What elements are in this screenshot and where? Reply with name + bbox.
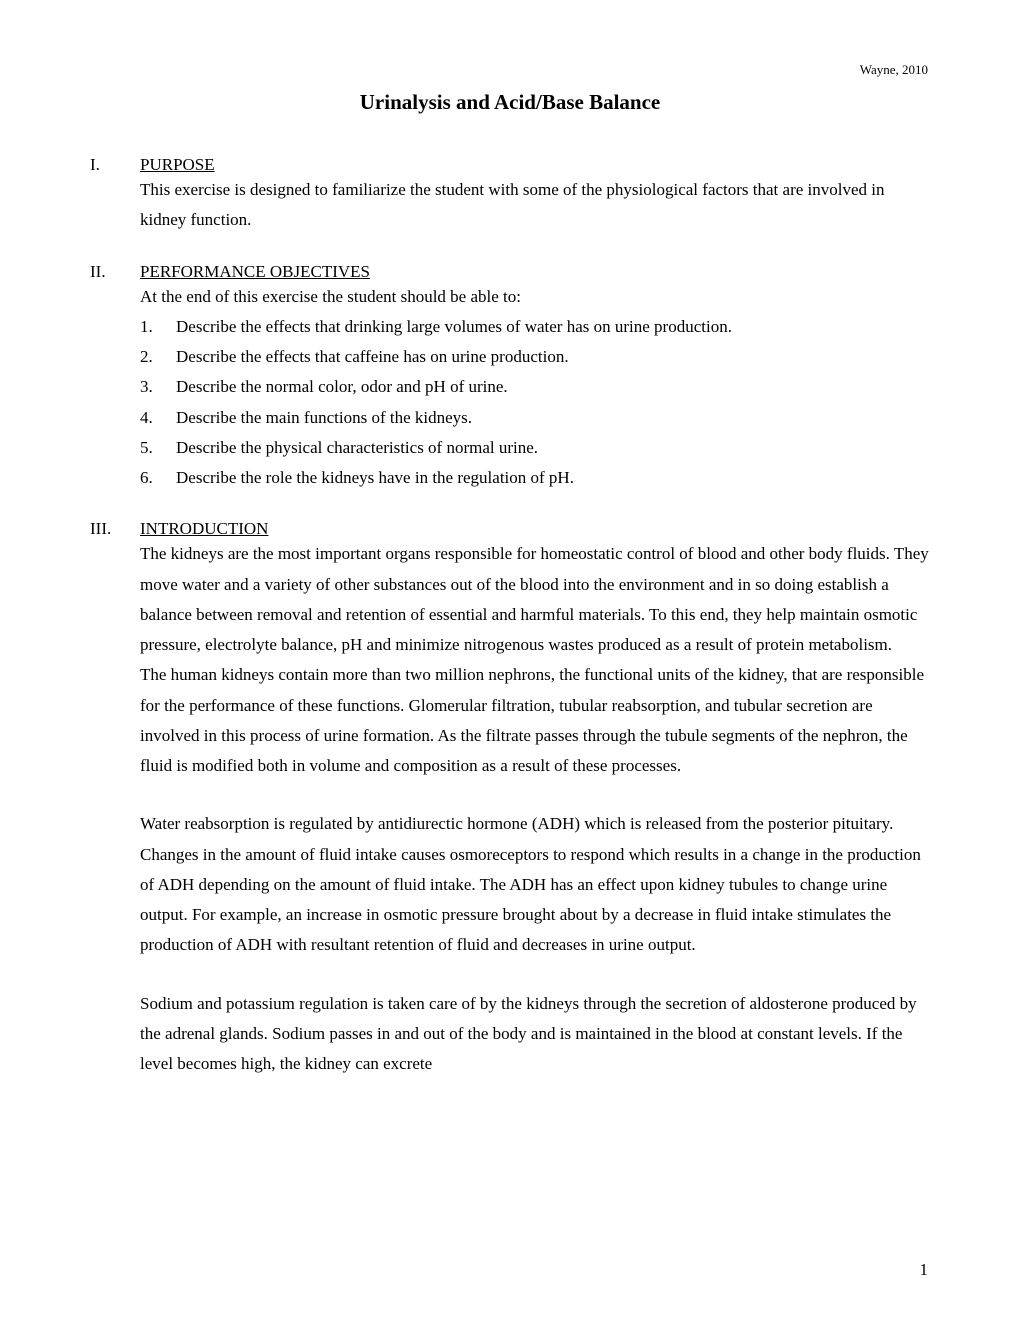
list-number: 1.	[140, 312, 176, 342]
list-item: 3. Describe the normal color, odor and p…	[140, 372, 930, 402]
intro-paragraph-1: The kidneys are the most important organ…	[140, 539, 930, 660]
intro-paragraph-2: The human kidneys contain more than two …	[140, 660, 930, 781]
roman-numeral: I.	[90, 155, 140, 175]
list-item: 2. Describe the effects that caffeine ha…	[140, 342, 930, 372]
section-heading: INTRODUCTION	[140, 519, 268, 539]
roman-numeral: III.	[90, 519, 140, 539]
list-text: Describe the main functions of the kidne…	[176, 403, 930, 433]
list-number: 6.	[140, 463, 176, 493]
section-introduction: III. INTRODUCTION The kidneys are the mo…	[90, 519, 930, 1079]
list-number: 3.	[140, 372, 176, 402]
list-text: Describe the normal color, odor and pH o…	[176, 372, 930, 402]
section-body: This exercise is designed to familiarize…	[140, 175, 930, 236]
list-text: Describe the effects that drinking large…	[176, 312, 930, 342]
list-item: 1. Describe the effects that drinking la…	[140, 312, 930, 342]
intro-paragraph-4: Sodium and potassium regulation is taken…	[140, 989, 930, 1080]
section-heading: PURPOSE	[140, 155, 215, 175]
section-purpose: I. PURPOSE This exercise is designed to …	[90, 155, 930, 236]
list-number: 4.	[140, 403, 176, 433]
intro-paragraph-3: Water reabsorption is regulated by antid…	[140, 809, 930, 960]
list-text: Describe the role the kidneys have in th…	[176, 463, 930, 493]
list-item: 4. Describe the main functions of the ki…	[140, 403, 930, 433]
page-number: 1	[920, 1260, 929, 1280]
list-item: 5. Describe the physical characteristics…	[140, 433, 930, 463]
list-item: 6. Describe the role the kidneys have in…	[140, 463, 930, 493]
header-attribution: Wayne, 2010	[860, 62, 928, 78]
list-number: 2.	[140, 342, 176, 372]
document-title: Urinalysis and Acid/Base Balance	[90, 90, 930, 115]
list-text: Describe the effects that caffeine has o…	[176, 342, 930, 372]
section-heading: PERFORMANCE OBJECTIVES	[140, 262, 370, 282]
list-number: 5.	[140, 433, 176, 463]
roman-numeral: II.	[90, 262, 140, 282]
section-objectives: II. PERFORMANCE OBJECTIVES At the end of…	[90, 262, 930, 494]
objectives-intro: At the end of this exercise the student …	[140, 282, 930, 312]
list-text: Describe the physical characteristics of…	[176, 433, 930, 463]
